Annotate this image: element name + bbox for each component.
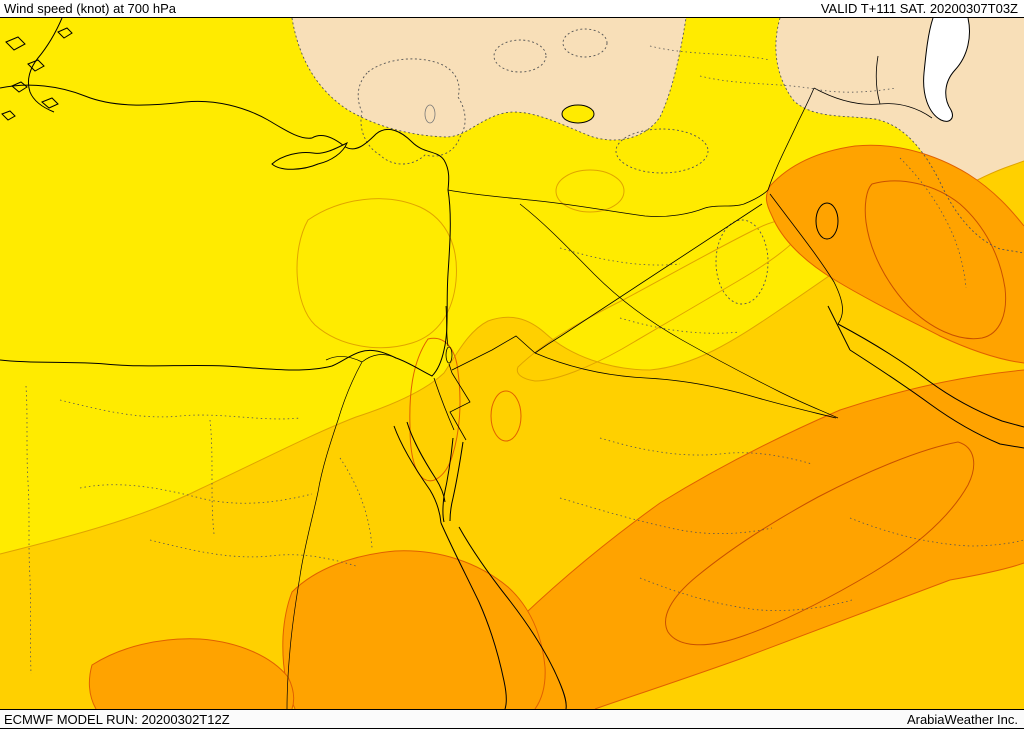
dotted-boundary [649, 45, 771, 61]
nile-delta [325, 354, 397, 363]
lake-van [561, 104, 595, 124]
orange-region-southwest-boundary [88, 638, 295, 709]
dotted-boundary [899, 157, 967, 289]
orange-region-south-egypt-boundary [282, 550, 546, 709]
jordan-iraq-border [451, 335, 536, 371]
turkey-south-coast [0, 84, 450, 191]
map-title: Wind speed (knot) at 700 hPa [4, 1, 176, 16]
fill-regions [0, 18, 1024, 709]
lake-tuz [424, 104, 436, 124]
jordan-river [445, 305, 453, 374]
jordan-saudi-border [449, 372, 471, 441]
dotted-boundary [699, 75, 897, 93]
saudi-iraq-border [534, 352, 837, 419]
cyprus-island [271, 141, 348, 170]
shatt-al-arab [827, 305, 851, 351]
deep-orange-core-northeast [864, 180, 1007, 340]
egypt-israel-border [433, 377, 455, 431]
euphrates-river [519, 203, 839, 419]
gold-region-west-syria [296, 198, 457, 349]
dotted-boundary [559, 247, 681, 266]
gold-patch [493, 39, 547, 73]
model-run-label: ECMWF MODEL RUN: 20200302T12Z [4, 711, 230, 727]
orange-band-se-boundary [594, 562, 1024, 709]
map-area [0, 18, 1024, 709]
dotted-boundary [619, 317, 741, 334]
persian-gulf-south-shore [849, 349, 1024, 449]
lakes [424, 18, 970, 240]
syria-iraq-border [534, 203, 763, 354]
gulf-of-suez-west-shore [393, 425, 442, 524]
low-wind-white-area [357, 58, 466, 165]
gulf-of-aqaba-east-shore [449, 441, 464, 522]
wind-speed-map [0, 18, 1024, 709]
gold-patch [562, 28, 608, 58]
tan-patch [615, 128, 709, 174]
deep-orange-jet-core [665, 441, 975, 646]
orange-region-northeast [766, 145, 1024, 363]
valid-time-label: VALID T+111 SAT. 20200307T03Z [820, 1, 1018, 16]
secondary-borders [25, 45, 1024, 675]
dotted-boundary [339, 457, 373, 549]
caspian-sea [923, 18, 970, 122]
gulf-of-aqaba-west-shore [442, 437, 454, 523]
footer-bar: ECMWF MODEL RUN: 20200302T12Z ArabiaWeat… [0, 709, 1024, 729]
turkey-iran-border [767, 87, 815, 191]
persian-gulf-north-shore [837, 323, 1024, 428]
dotted-boundary [149, 539, 357, 567]
rivers [286, 203, 839, 709]
orange-region-jordan [409, 337, 461, 482]
orange-band-main [452, 370, 1024, 709]
orange-region-southwest [89, 638, 294, 709]
red-sea-east-shore [458, 526, 567, 709]
turkey-syria-border [447, 189, 769, 217]
dotted-boundary [59, 399, 301, 420]
turkey-west-coast [27, 18, 63, 113]
dotted-boundary [599, 437, 813, 465]
orange-patch-east-sinai [490, 390, 522, 442]
country-borders [433, 55, 933, 441]
gulf-of-suez-east-shore [406, 421, 446, 503]
branding-label: ArabiaWeather Inc. [906, 711, 1018, 727]
iraq-iran-border [769, 193, 843, 325]
gold-patch-se-turkey [555, 169, 625, 213]
dotted-boundary [25, 385, 32, 675]
tan-region-northeast-boundary [775, 18, 1024, 254]
dead-sea [445, 346, 453, 364]
orange-region-northeast-boundary [765, 144, 1024, 364]
caspian-sea-shore [923, 18, 970, 122]
header-bar: Wind speed (knot) at 700 hPa VALID T+111… [0, 0, 1024, 18]
red-sea-west-shore [440, 522, 507, 709]
levant-egypt-coast [0, 189, 451, 377]
orange-region-south-egypt [282, 550, 546, 709]
coastlines [0, 18, 1024, 709]
nile-river [286, 361, 363, 709]
caucasus-borders [813, 55, 933, 119]
lake-urmia [815, 202, 839, 240]
aegean-islands [1, 27, 73, 121]
dotted-boundary [849, 517, 1024, 547]
